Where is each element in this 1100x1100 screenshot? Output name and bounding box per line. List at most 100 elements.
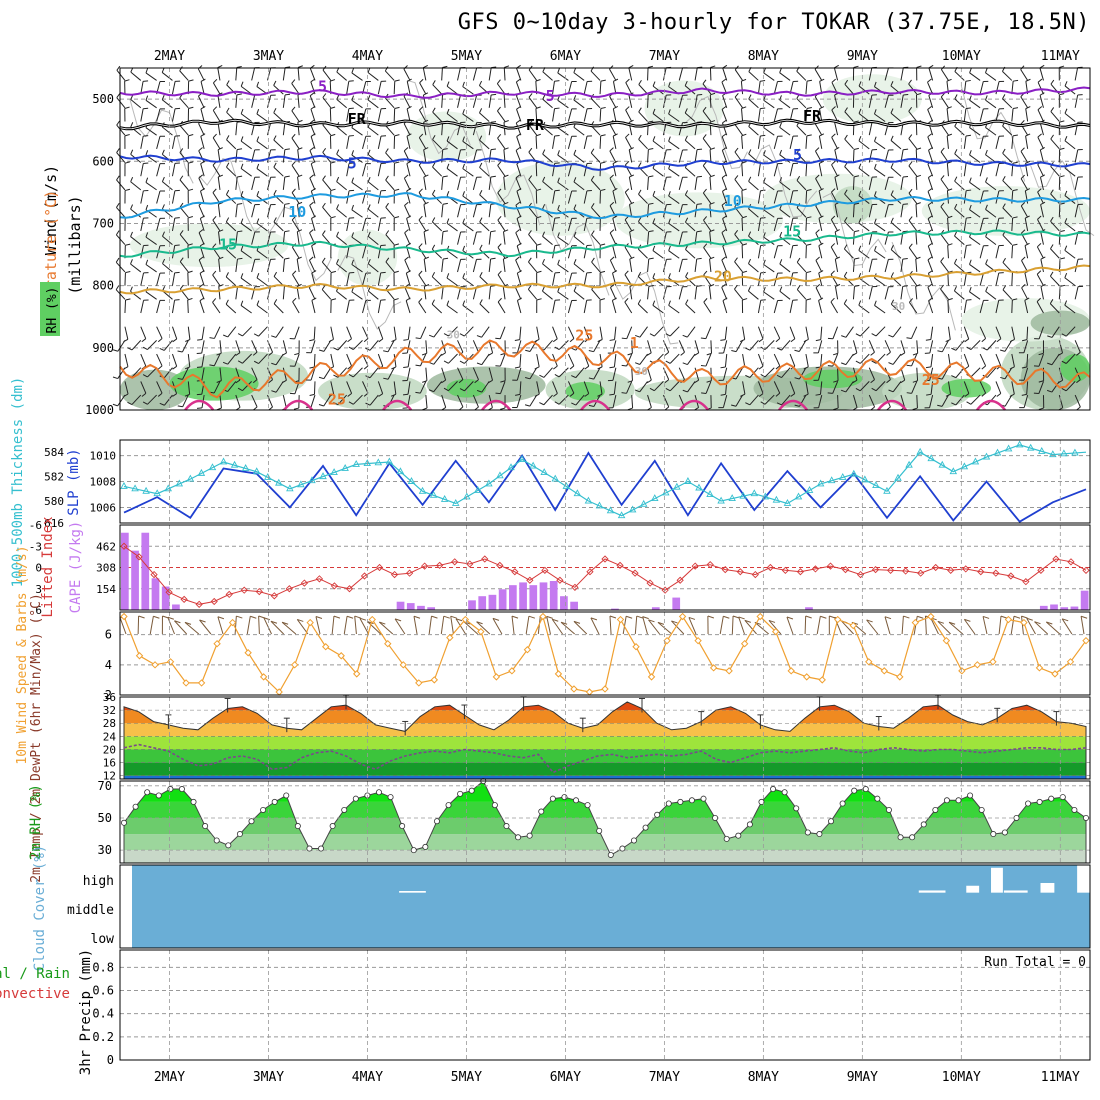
wind-barb: [179, 152, 189, 163]
wind-barb: [291, 110, 300, 122]
wind-barb: [310, 340, 316, 353]
wind-barb: [638, 139, 648, 150]
wind-barb-flag: [609, 339, 615, 341]
wind-barb: [1024, 300, 1029, 314]
wind-barb: [834, 231, 839, 245]
wind-barb-flag: [947, 298, 953, 301]
wind-barb-flag: [284, 257, 290, 260]
wind-barb-flag: [226, 162, 230, 168]
wind-barb-flag: [514, 366, 520, 369]
wind-barb: [773, 136, 779, 149]
wind10-barb: [315, 616, 321, 635]
wind-barb-flag: [112, 403, 118, 407]
wind-barb-flag: [273, 271, 278, 277]
wind-barb-flag: [309, 339, 315, 342]
wind-barb-flag: [668, 245, 671, 251]
wind-barb-flag: [462, 273, 466, 279]
wind-barb-flag: [668, 136, 671, 142]
wind-barb-flag: [646, 352, 652, 356]
wind-barb: [573, 290, 585, 300]
wind-barb-flag: [322, 230, 326, 235]
rh-marker: [248, 818, 255, 825]
wind-barb: [955, 367, 965, 378]
wind-barb: [970, 367, 981, 378]
wind-barb: [1058, 367, 1064, 381]
wind-barb-flag: [721, 201, 727, 206]
wind10-barb: [590, 617, 600, 635]
wind10-marker: [353, 670, 361, 678]
rh-marker: [1071, 806, 1078, 813]
wind-barb: [330, 326, 334, 340]
wind-barb-flag: [703, 298, 708, 303]
wind-barb-flag: [1037, 188, 1042, 193]
wind-barb-flag: [311, 215, 317, 219]
wind-barb-flag: [573, 67, 577, 73]
wind-barb: [420, 353, 427, 367]
wind-barb-flag: [796, 285, 801, 290]
wind-barb: [612, 190, 617, 204]
wind-barb: [115, 289, 126, 300]
wind-barb-flag: [937, 404, 943, 407]
wind-barb: [979, 353, 987, 367]
date-label-top: 3MAY: [253, 49, 284, 64]
wind-barb: [256, 250, 268, 259]
wind-barb-flag: [966, 299, 972, 301]
rh-marker: [294, 823, 301, 830]
wind10-barb-feather: [552, 618, 559, 622]
pressure-tick: 1000: [85, 403, 114, 417]
wind-barb-flag: [844, 134, 848, 140]
wind-barb: [431, 276, 443, 286]
wind-barb-flag: [870, 351, 875, 356]
precip-legend-convective: Convective: [0, 986, 70, 1002]
wind-barb: [225, 249, 237, 259]
wind-barb-flag: [648, 202, 654, 205]
wind-barb: [742, 381, 746, 395]
thickness-marker: [1060, 449, 1068, 457]
wind-barb: [309, 95, 316, 108]
wind-barb: [197, 95, 205, 109]
wind10-barb: [930, 617, 939, 635]
wind-barb: [927, 109, 934, 122]
wind-barb-flag: [212, 106, 218, 111]
wind-barb: [583, 163, 588, 177]
temp-band: [124, 723, 1086, 737]
wind-barb: [163, 394, 173, 406]
wind10-marker: [601, 685, 609, 693]
wind-barb-flag: [421, 352, 427, 356]
wind-barb-flag: [1050, 244, 1054, 250]
wind-barb: [310, 394, 316, 408]
wind-barb: [1064, 249, 1076, 259]
wind10-barb: [1080, 616, 1085, 635]
wind-barb-flag: [404, 229, 409, 234]
wind-barb: [213, 326, 221, 339]
wind-barb-flag: [256, 218, 260, 224]
rh-marker: [260, 806, 267, 813]
wind-barb-flag: [462, 136, 465, 142]
wind-barb: [405, 300, 411, 314]
lifted-index-marker: [706, 561, 714, 569]
wind-barb-flag: [385, 230, 390, 235]
date-label-bottom: 2MAY: [154, 1070, 185, 1085]
wind-barb-flag: [609, 229, 615, 234]
wind-barb-flag: [367, 204, 371, 210]
wind-barb-flag: [588, 404, 594, 408]
wind-barb-flag: [638, 80, 642, 85]
wind-barb-flag: [858, 108, 862, 114]
wind-barb: [503, 231, 506, 245]
wind-barb: [130, 236, 142, 245]
wind-barb: [1065, 381, 1076, 392]
wind-barb: [834, 177, 839, 190]
contour-label: 20: [714, 267, 732, 285]
wind-barb: [668, 250, 680, 259]
wind-barb-flag: [634, 389, 640, 393]
wind-barb-flag: [237, 257, 243, 260]
wind-barb: [763, 127, 775, 136]
lifted-index-marker: [285, 585, 293, 593]
surface-temp-arc: [679, 399, 710, 411]
wind-barb-flag: [172, 338, 178, 343]
wind-barb-flag: [432, 189, 436, 195]
wind-barb: [908, 274, 918, 286]
wind-barb: [448, 353, 458, 364]
wind-barb: [884, 204, 889, 218]
wind-barb-flag: [720, 366, 726, 369]
